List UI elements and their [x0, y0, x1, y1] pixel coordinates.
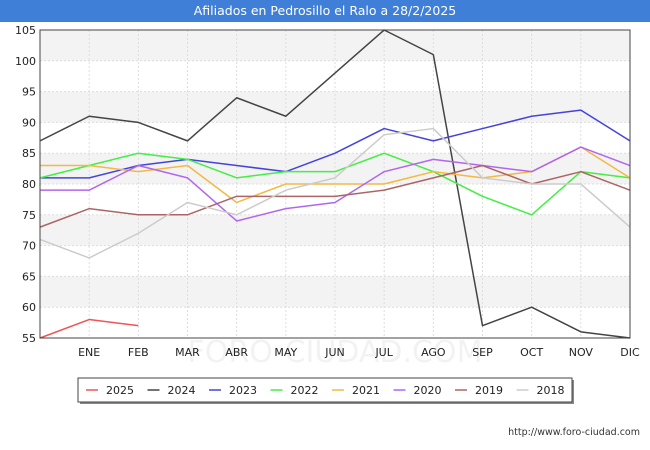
chart-title: Afiliados en Pedrosillo el Ralo a 28/2/2…	[0, 0, 650, 22]
y-tick-label: 75	[22, 209, 36, 222]
series-line-2024	[39, 29, 631, 339]
x-tick-label: FEB	[128, 346, 149, 359]
series-line-2020	[40, 146, 631, 222]
y-tick-label: 80	[22, 178, 36, 191]
legend-label-2025: 2025	[106, 384, 134, 397]
x-tick-label: JUN	[324, 346, 345, 359]
watermark: FORO-CIUDAD.COM	[188, 335, 483, 370]
series-line-2025	[39, 318, 139, 339]
x-tick-label: OCT	[520, 346, 543, 359]
x-axis-ticks: ENE FEB MAR ABR MAY JUN JUL AGO SEP OCT NOV DIC	[78, 346, 640, 359]
x-tick-label: DIC	[620, 346, 640, 359]
y-tick-label: 105	[15, 24, 36, 37]
x-tick-label: NOV	[569, 346, 594, 359]
legend-label-2020: 2020	[414, 384, 442, 397]
series-line-2018	[39, 127, 631, 259]
legend: 2025 2024 2023 2022 2021 2020 2019 2018	[77, 377, 574, 404]
x-tick-label: MAR	[175, 346, 200, 359]
y-tick-label: 95	[22, 86, 36, 99]
source-url[interactable]: http://www.foro-ciudad.com	[508, 427, 640, 438]
line-chart: FORO-CIUDAD.COM 55 60 65 70 75 80 85 90 95 100 105…	[15, 24, 640, 404]
x-tick-label: AGO	[421, 346, 446, 359]
y-tick-label: 90	[22, 116, 36, 129]
y-tick-label: 100	[15, 55, 36, 68]
x-tick-label: SEP	[472, 346, 493, 359]
y-axis-ticks: 55 60 65 70 75 80 85 90 95 100 105	[15, 24, 36, 345]
y-tick-label: 60	[22, 301, 36, 314]
legend-label-2024: 2024	[168, 384, 196, 397]
x-tick-label: ENE	[78, 346, 100, 359]
legend-label-2022: 2022	[291, 384, 319, 397]
x-tick-label: ABR	[225, 346, 248, 359]
legend-label-2018: 2018	[537, 384, 565, 397]
y-tick-label: 70	[22, 240, 36, 253]
legend-label-2019: 2019	[475, 384, 503, 397]
y-tick-label: 55	[22, 332, 36, 345]
series-line-2022	[39, 152, 631, 216]
x-tick-label: MAY	[274, 346, 297, 359]
legend-label-2021: 2021	[352, 384, 380, 397]
x-tick-label: JUL	[374, 346, 393, 359]
y-tick-label: 65	[22, 270, 36, 283]
series-lines	[39, 29, 631, 339]
y-tick-label: 85	[22, 147, 36, 160]
legend-label-2023: 2023	[229, 384, 257, 397]
legend-box	[77, 377, 573, 403]
plot-frame	[39, 29, 631, 339]
